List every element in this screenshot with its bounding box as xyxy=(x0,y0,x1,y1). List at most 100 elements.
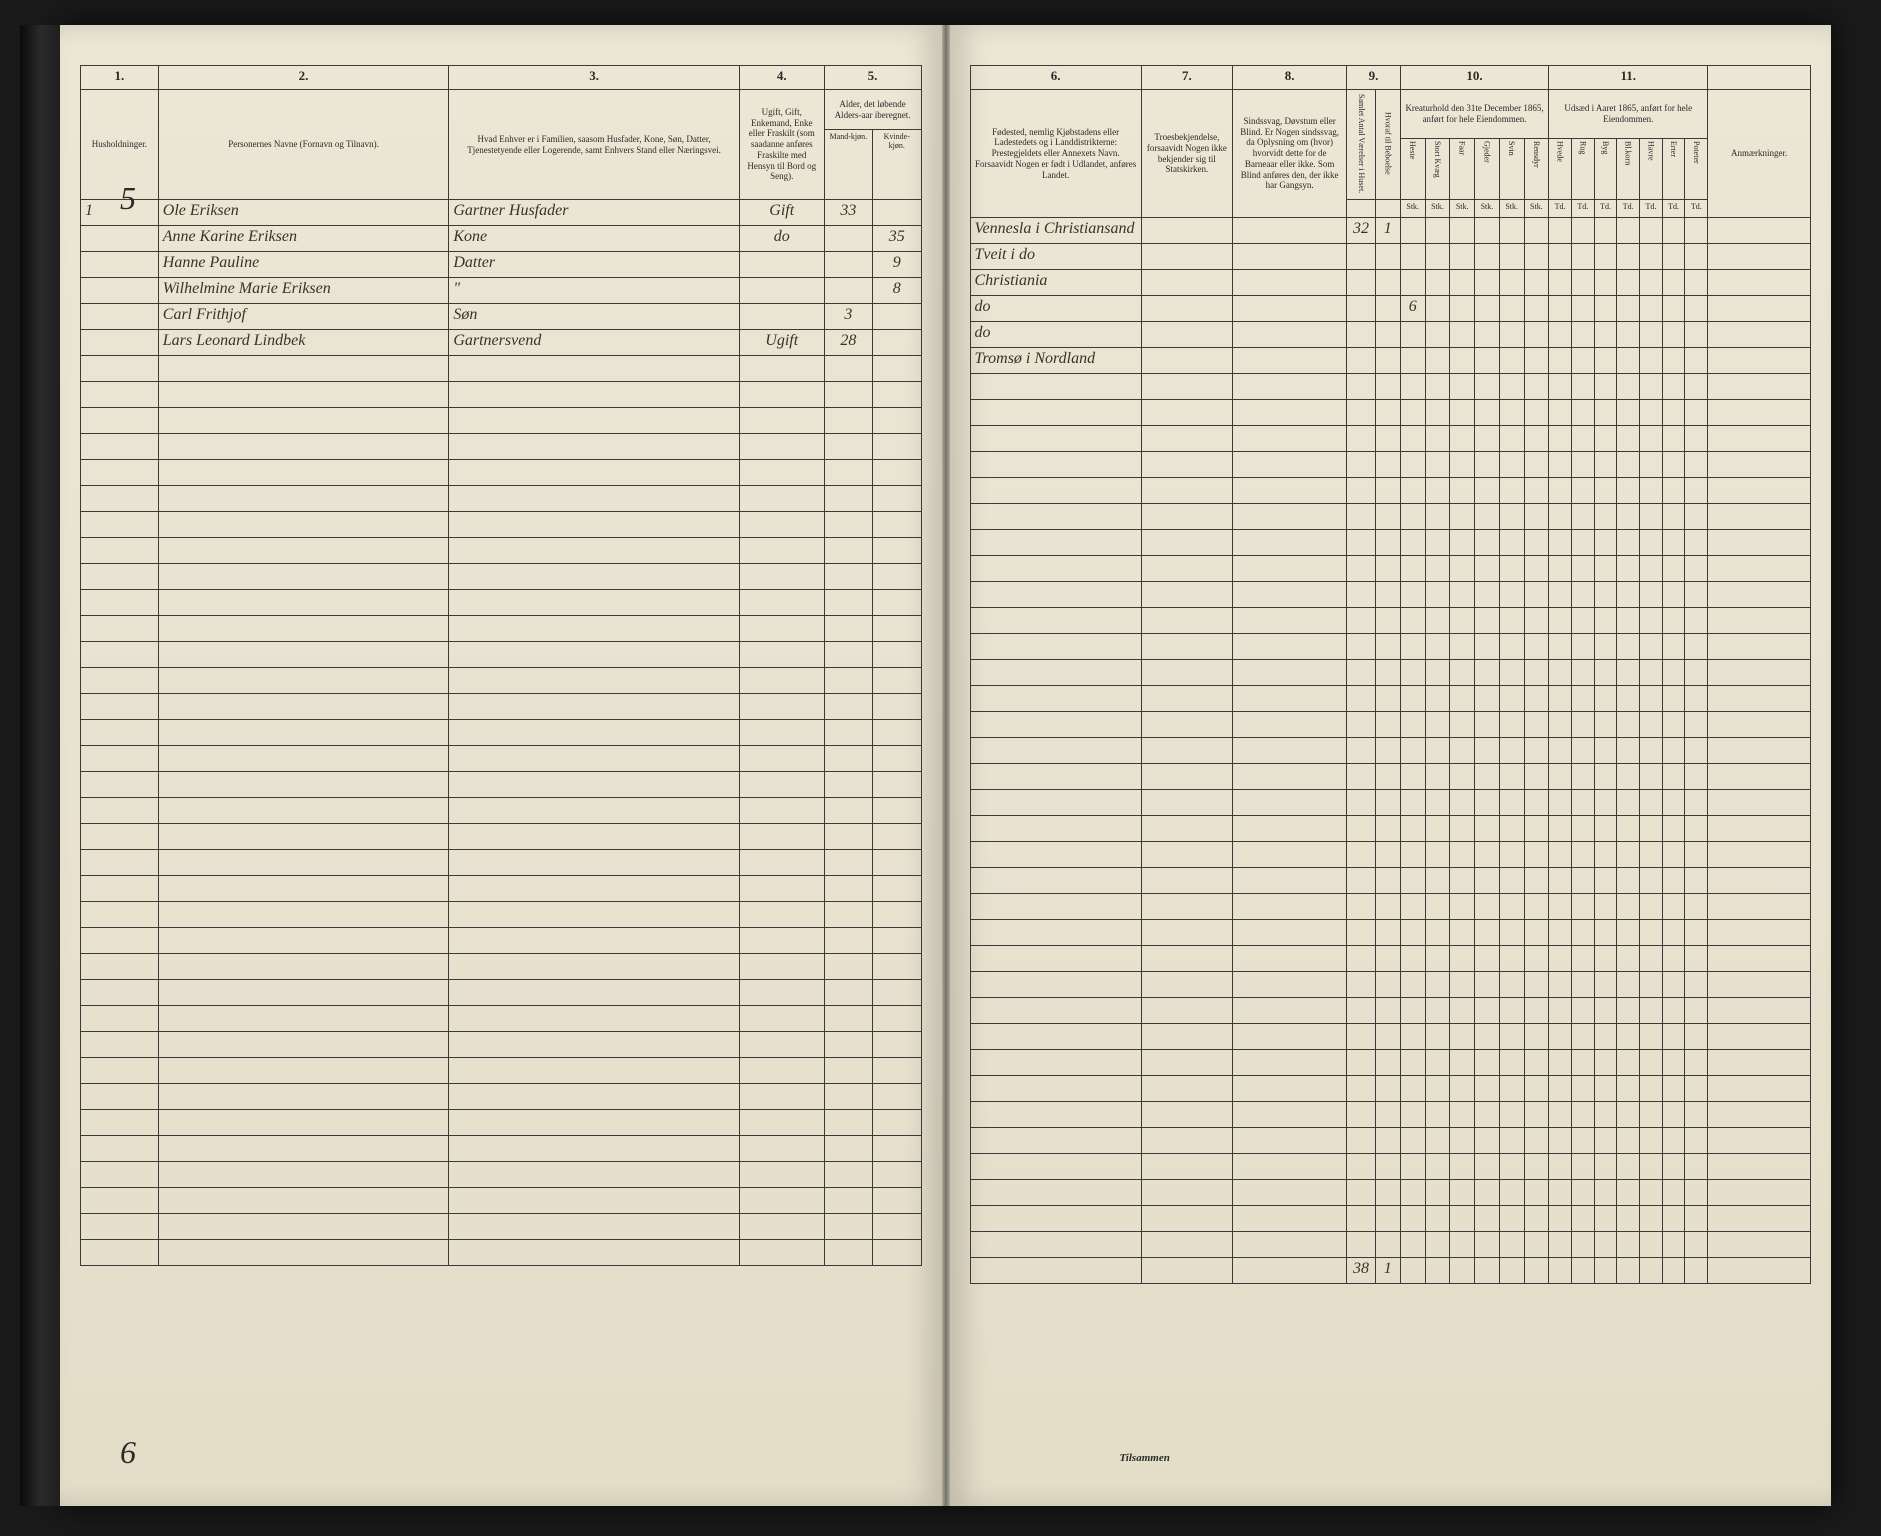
table-row xyxy=(970,400,1811,426)
table-row: Carl FrithjofSøn3 xyxy=(81,304,922,330)
table-row: Tromsø i Nordland xyxy=(970,348,1811,374)
hdr-6: Fødested, nemlig Kjøbstadens eller Lades… xyxy=(970,90,1141,218)
table-row xyxy=(81,616,922,642)
table-row xyxy=(970,816,1811,842)
table-row xyxy=(81,434,922,460)
page-number-top: 5 xyxy=(120,180,136,217)
table-row xyxy=(81,902,922,928)
table-row xyxy=(970,842,1811,868)
colnum-1: 1. xyxy=(81,66,159,90)
table-row xyxy=(81,1188,922,1214)
table-row xyxy=(970,1206,1811,1232)
colnum-8: 8. xyxy=(1233,66,1347,90)
table-row xyxy=(970,634,1811,660)
sub11-6: Poteter xyxy=(1685,138,1708,199)
table-row: Vennesla i Christiansand321 xyxy=(970,218,1811,244)
col-number-row: 1. 2. 3. 4. 5. xyxy=(81,66,922,90)
table-row xyxy=(81,824,922,850)
unit-stk: Stk. xyxy=(1400,200,1425,218)
table-row xyxy=(81,954,922,980)
table-row: Hanne PaulineDatter9 xyxy=(81,252,922,278)
table-row xyxy=(81,694,922,720)
left-tbody: 1Ole EriksenGartner HusfaderGift33Anne K… xyxy=(81,200,922,1266)
table-row xyxy=(81,408,922,434)
table-row xyxy=(81,980,922,1006)
table-row xyxy=(81,668,922,694)
table-row: do xyxy=(970,322,1811,348)
table-row xyxy=(81,1240,922,1266)
colnum-2: 2. xyxy=(158,66,449,90)
colnum-5: 5. xyxy=(824,66,921,90)
colnum-10: 10. xyxy=(1400,66,1548,90)
table-row xyxy=(970,1154,1811,1180)
colnum-4: 4. xyxy=(739,66,824,90)
sub10-4: Svin xyxy=(1499,138,1524,199)
table-row xyxy=(970,452,1811,478)
table-row xyxy=(970,582,1811,608)
hdr-7: Troesbekjendelse, forsaavidt Nogen ikke … xyxy=(1141,90,1232,218)
hdr-anm: Anmærkninger. xyxy=(1708,90,1811,218)
table-row xyxy=(81,746,922,772)
col-number-row-r: 6. 7. 8. 9. 10. 11. xyxy=(970,66,1811,90)
table-row xyxy=(81,1006,922,1032)
table-row xyxy=(970,790,1811,816)
table-row xyxy=(970,1232,1811,1258)
right-page: 6. 7. 8. 9. 10. 11. Fødested, nemlig Kjø… xyxy=(950,25,1832,1506)
table-row xyxy=(81,772,922,798)
header-row: Husholdninger. Personernes Navne (Fornav… xyxy=(81,90,922,130)
table-row xyxy=(81,564,922,590)
sub11-1: Rug xyxy=(1571,138,1594,199)
table-row xyxy=(970,1076,1811,1102)
table-row: Christiania xyxy=(970,270,1811,296)
hdr-5a: Mand-kjøn. xyxy=(824,130,872,200)
page-number-bottom: 6 xyxy=(120,1434,136,1471)
table-row xyxy=(81,1058,922,1084)
table-row xyxy=(81,1214,922,1240)
table-row xyxy=(970,374,1811,400)
table-row xyxy=(81,642,922,668)
table-row xyxy=(970,1102,1811,1128)
table-row xyxy=(970,504,1811,530)
header-row-r: Fødested, nemlig Kjøbstadens eller Lades… xyxy=(970,90,1811,139)
table-row xyxy=(970,530,1811,556)
table-row xyxy=(970,764,1811,790)
table-row: 1Ole EriksenGartner HusfaderGift33 xyxy=(81,200,922,226)
table-row xyxy=(970,1050,1811,1076)
sub10-2: Faar xyxy=(1450,138,1475,199)
table-row xyxy=(81,876,922,902)
hdr-9a: Samlet Antal Værelser i Huset. xyxy=(1347,90,1376,200)
table-row xyxy=(81,850,922,876)
totals-label: Tilsammen xyxy=(1120,1452,1170,1464)
table-row xyxy=(81,460,922,486)
hdr-2: Personernes Navne (Fornavn og Tilnavn). xyxy=(158,90,449,200)
colnum-3: 3. xyxy=(449,66,740,90)
table-row xyxy=(970,946,1811,972)
table-row xyxy=(81,512,922,538)
table-row: Tveit i do xyxy=(970,244,1811,270)
table-row xyxy=(81,538,922,564)
colnum-9: 9. xyxy=(1347,66,1401,90)
hdr-11: Udsæd i Aaret 1865, anført for hele Eien… xyxy=(1549,90,1708,139)
table-row xyxy=(81,356,922,382)
table-row xyxy=(970,426,1811,452)
table-row xyxy=(81,1136,922,1162)
census-ledger: 5 6 1. 2. 3. 4. 5. Husholdninger. Person… xyxy=(60,25,1831,1506)
hdr-8: Sindssvag, Døvstum eller Blind. Er Nogen… xyxy=(1233,90,1347,218)
sub11-4: Havre xyxy=(1640,138,1663,199)
table-row xyxy=(81,486,922,512)
table-row: do6 xyxy=(970,296,1811,322)
table-row xyxy=(970,478,1811,504)
colnum-7: 7. xyxy=(1141,66,1232,90)
table-row xyxy=(970,1180,1811,1206)
hdr-3: Hvad Enhver er i Familien, saasom Husfad… xyxy=(449,90,740,200)
hdr-10: Kreaturhold den 31te December 1865, anfø… xyxy=(1400,90,1548,139)
sub11-0: Hvede xyxy=(1549,138,1572,199)
table-row xyxy=(970,660,1811,686)
table-row xyxy=(81,1110,922,1136)
table-row xyxy=(81,720,922,746)
table-row xyxy=(970,868,1811,894)
left-page: 5 6 1. 2. 3. 4. 5. Husholdninger. Person… xyxy=(60,25,942,1506)
hdr-5: Alder, det løbende Alders-aar iberegnet. xyxy=(824,90,921,130)
left-table: 1. 2. 3. 4. 5. Husholdninger. Personerne… xyxy=(80,65,922,1266)
table-row xyxy=(81,798,922,824)
